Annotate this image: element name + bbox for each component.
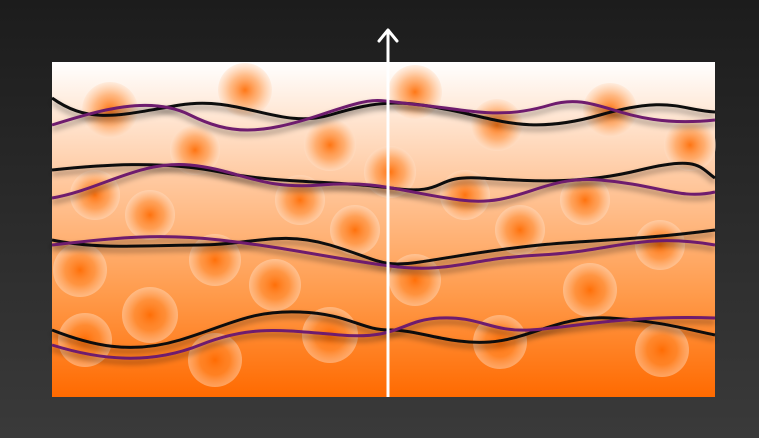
page: (() => { const data = JSON.parse(documen…	[0, 0, 759, 438]
illustration	[0, 0, 759, 438]
